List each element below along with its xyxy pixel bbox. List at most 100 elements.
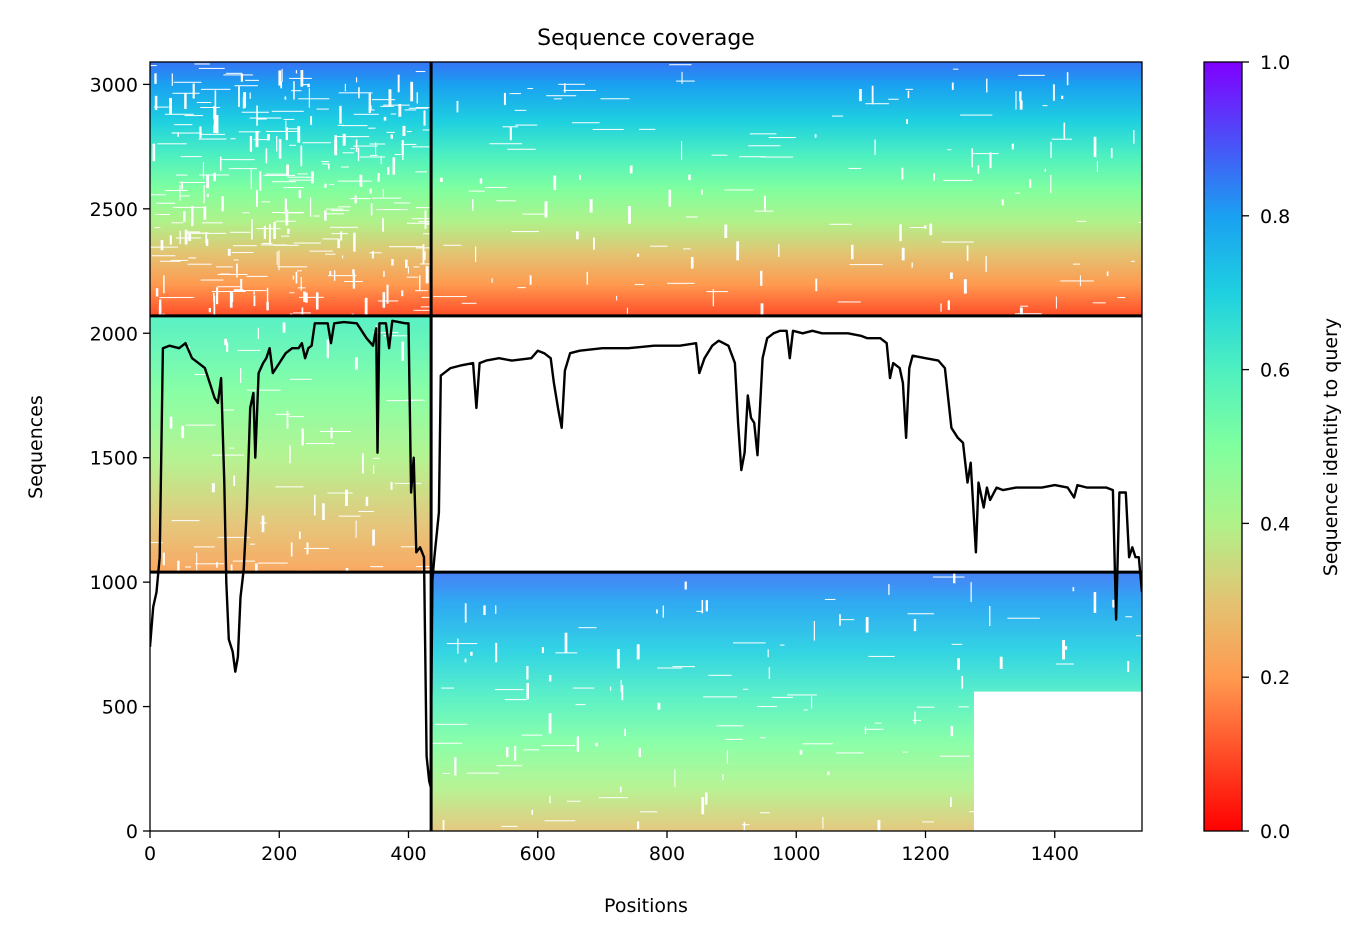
gap-mark bbox=[757, 706, 777, 708]
gap-mark bbox=[249, 135, 253, 152]
gap-mark bbox=[216, 287, 219, 305]
gap-mark bbox=[329, 270, 332, 277]
gap-mark bbox=[725, 738, 743, 740]
gap-mark bbox=[205, 232, 208, 244]
heatmap-row bbox=[150, 418, 432, 420]
gap-mark bbox=[188, 257, 197, 259]
heatmap-row bbox=[431, 292, 1142, 294]
gap-mark bbox=[353, 232, 356, 252]
heatmap-row bbox=[431, 820, 1142, 822]
heatmap-row bbox=[431, 805, 1142, 807]
gap-mark bbox=[708, 674, 732, 676]
gap-mark bbox=[250, 169, 252, 190]
heatmap-row bbox=[431, 711, 1142, 713]
gap-mark bbox=[266, 302, 269, 311]
heatmap-row bbox=[431, 139, 1142, 141]
heatmap-row bbox=[150, 166, 432, 168]
gap-mark bbox=[281, 235, 290, 237]
heatmap-row bbox=[150, 122, 432, 124]
heatmap-row bbox=[431, 755, 1142, 757]
heatmap-row bbox=[431, 114, 1142, 116]
gap-mark bbox=[1112, 599, 1116, 608]
gap-mark bbox=[368, 93, 371, 114]
heatmap-row bbox=[431, 296, 1142, 298]
gap-mark bbox=[154, 227, 161, 229]
heatmap-row bbox=[150, 189, 432, 191]
heatmap-row bbox=[150, 442, 432, 444]
heatmap-row bbox=[150, 321, 432, 323]
gap-mark bbox=[859, 88, 862, 102]
gap-mark bbox=[401, 140, 404, 155]
heatmap-row bbox=[431, 698, 1142, 700]
heatmap-row bbox=[431, 639, 1142, 641]
heatmap-row bbox=[431, 101, 1142, 103]
gap-mark bbox=[526, 666, 529, 680]
heatmap-row bbox=[431, 720, 1142, 722]
heatmap-row bbox=[150, 80, 432, 82]
heatmap-row bbox=[431, 771, 1142, 773]
gap-mark bbox=[170, 259, 188, 261]
gap-mark bbox=[296, 270, 302, 272]
heatmap-row bbox=[150, 535, 432, 537]
heatmap-row bbox=[150, 335, 432, 337]
heatmap-row bbox=[431, 251, 1142, 253]
heatmap-row bbox=[150, 230, 432, 232]
heatmap-row bbox=[150, 183, 432, 185]
gap-mark bbox=[966, 245, 969, 261]
heatmap-row bbox=[431, 208, 1142, 210]
heatmap-row bbox=[431, 812, 1142, 814]
heatmap-row bbox=[150, 386, 432, 388]
heatmap-row bbox=[150, 215, 432, 217]
gap-mark bbox=[768, 137, 796, 139]
heatmap-row bbox=[150, 515, 432, 517]
gap-mark bbox=[340, 231, 343, 241]
heatmap-row bbox=[431, 255, 1142, 257]
gap-mark bbox=[151, 255, 176, 257]
heatmap-row bbox=[431, 249, 1142, 251]
heatmap-row bbox=[431, 665, 1142, 667]
gap-mark bbox=[344, 281, 363, 283]
heatmap-row bbox=[150, 68, 432, 70]
heatmap-row bbox=[150, 308, 432, 310]
heatmap-row bbox=[150, 127, 432, 129]
gap-mark bbox=[939, 755, 970, 757]
heatmap-row bbox=[150, 105, 432, 107]
heatmap-row bbox=[150, 407, 432, 409]
heatmap-row bbox=[150, 406, 432, 408]
heatmap-row bbox=[150, 441, 432, 443]
gap-mark bbox=[238, 86, 240, 107]
heatmap-row bbox=[150, 473, 432, 475]
gap-mark bbox=[370, 203, 373, 216]
gap-mark bbox=[240, 73, 243, 82]
gap-mark bbox=[391, 258, 394, 266]
gap-mark bbox=[206, 193, 209, 198]
gap-mark bbox=[461, 302, 477, 304]
gap-mark bbox=[284, 96, 287, 100]
gap-mark bbox=[322, 503, 325, 520]
heatmap-row bbox=[150, 546, 432, 548]
heatmap-row bbox=[431, 80, 1142, 82]
gap-mark bbox=[411, 218, 443, 220]
heatmap-row bbox=[431, 704, 1142, 706]
gap-mark bbox=[341, 125, 368, 127]
heatmap-row bbox=[150, 313, 432, 315]
heatmap-row bbox=[431, 158, 1142, 160]
heatmap-row bbox=[431, 243, 1142, 245]
heatmap-row bbox=[150, 135, 432, 137]
heatmap-row bbox=[150, 431, 432, 433]
gap-mark bbox=[325, 253, 336, 255]
heatmap-row bbox=[431, 657, 1142, 659]
heatmap-row bbox=[431, 662, 1142, 664]
gap-mark bbox=[690, 257, 694, 269]
gap-mark bbox=[541, 647, 545, 654]
heatmap-row bbox=[150, 293, 432, 295]
gap-mark bbox=[326, 213, 345, 215]
gap-mark bbox=[913, 618, 917, 632]
heatmap-row bbox=[150, 529, 432, 531]
gap-mark bbox=[175, 174, 188, 176]
gap-mark bbox=[434, 723, 468, 725]
gap-mark bbox=[1125, 616, 1133, 618]
heatmap-row bbox=[150, 495, 432, 497]
heatmap-row bbox=[431, 184, 1142, 186]
heatmap-row bbox=[431, 742, 1142, 744]
